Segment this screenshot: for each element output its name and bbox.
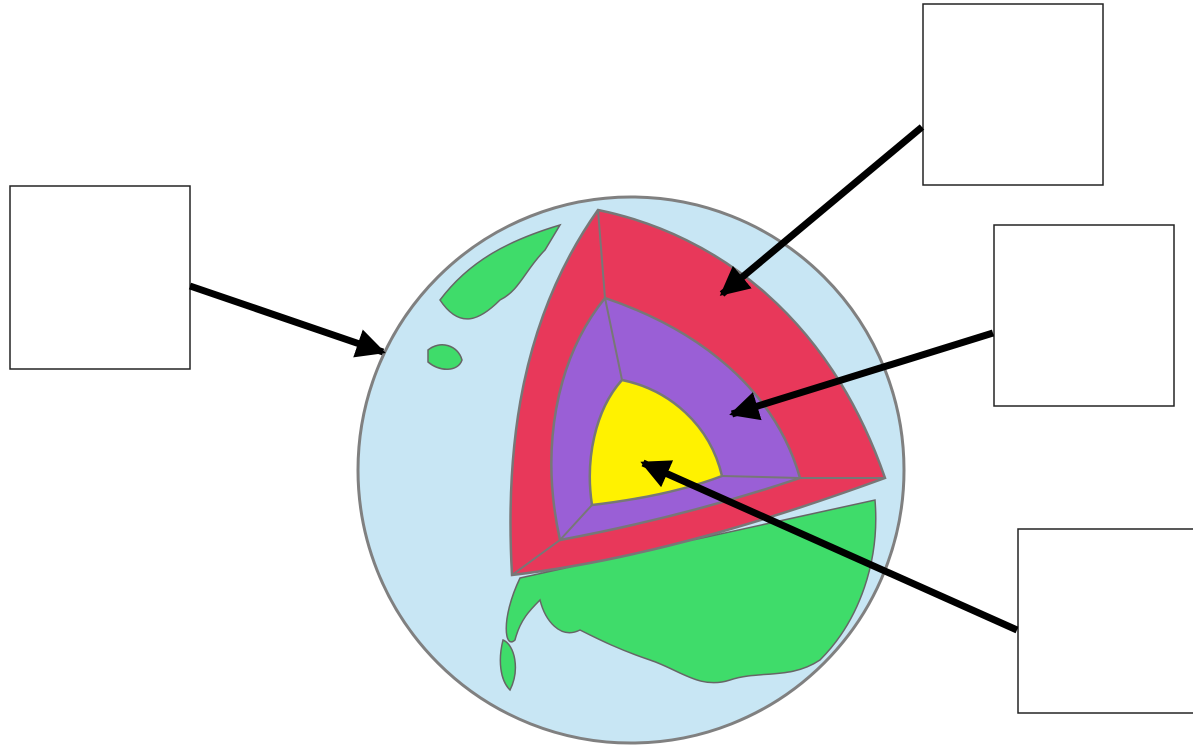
pointer-arrow xyxy=(729,329,995,421)
label-box[interactable] xyxy=(922,3,1104,186)
layer-edge xyxy=(559,504,593,541)
continent xyxy=(505,499,877,684)
layer-edge xyxy=(597,209,606,299)
inner-core-layer xyxy=(588,378,724,507)
layer-edge xyxy=(721,475,801,479)
pointer-arrow xyxy=(188,282,386,358)
continent xyxy=(427,344,463,370)
continent xyxy=(499,638,517,692)
pointer-arrow xyxy=(719,124,925,297)
label-box[interactable] xyxy=(993,224,1175,407)
pointer-arrow xyxy=(640,459,1019,634)
layer-edge xyxy=(511,539,561,576)
continent xyxy=(439,223,562,320)
label-box[interactable] xyxy=(9,185,191,370)
label-box[interactable] xyxy=(1017,528,1193,714)
layer-edge xyxy=(604,297,623,381)
